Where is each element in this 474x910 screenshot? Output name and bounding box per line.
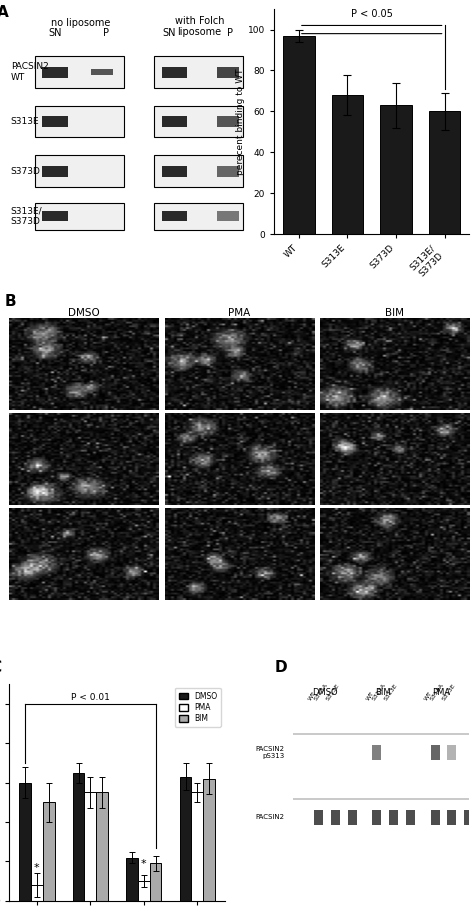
FancyBboxPatch shape (35, 156, 124, 187)
Bar (191, 793, 203, 901)
Text: D: D (274, 660, 287, 675)
Text: *: * (34, 864, 40, 874)
FancyBboxPatch shape (430, 810, 439, 825)
Bar (84, 793, 96, 901)
Text: P < 0.05: P < 0.05 (351, 9, 392, 19)
Text: S313E: S313E (383, 682, 399, 702)
FancyBboxPatch shape (162, 166, 187, 177)
Text: S313E/
S373D: S313E/ S373D (11, 207, 42, 226)
FancyBboxPatch shape (162, 66, 187, 77)
Text: WT: WT (366, 691, 375, 702)
Text: SN: SN (163, 28, 176, 38)
FancyBboxPatch shape (154, 156, 243, 187)
FancyBboxPatch shape (43, 211, 68, 221)
Bar (150, 864, 162, 901)
Text: S313E: S313E (442, 682, 457, 702)
FancyBboxPatch shape (43, 116, 68, 127)
FancyBboxPatch shape (43, 66, 68, 77)
Text: S373D: S373D (11, 167, 41, 176)
FancyBboxPatch shape (35, 56, 124, 88)
Text: PACSIN2
WT: PACSIN2 WT (11, 63, 48, 82)
Bar (126, 857, 138, 901)
Legend: DMSO, PMA, BIM: DMSO, PMA, BIM (175, 688, 221, 727)
Bar (73, 773, 84, 901)
FancyBboxPatch shape (35, 106, 124, 137)
Text: with Folch
liposome: with Folch liposome (175, 15, 224, 37)
FancyBboxPatch shape (162, 211, 187, 221)
Text: *: * (141, 859, 146, 869)
FancyBboxPatch shape (447, 810, 456, 825)
FancyBboxPatch shape (464, 810, 473, 825)
FancyBboxPatch shape (389, 810, 398, 825)
Bar (429, 111, 460, 234)
Text: S313E: S313E (325, 682, 341, 702)
FancyBboxPatch shape (406, 810, 415, 825)
FancyBboxPatch shape (218, 166, 239, 177)
Bar (203, 779, 215, 901)
Text: PMA: PMA (432, 688, 450, 697)
Text: SN: SN (48, 28, 62, 38)
Bar (138, 881, 150, 901)
Title: PMA: PMA (228, 308, 250, 318)
Bar (180, 776, 191, 901)
Text: P: P (103, 28, 109, 38)
Y-axis label: perecent binding to WT: perecent binding to WT (236, 68, 245, 175)
Text: P: P (227, 28, 233, 38)
Text: PACSIN2: PACSIN2 (255, 814, 284, 821)
Text: S313A: S313A (372, 682, 387, 702)
Text: WT: WT (424, 691, 434, 702)
FancyBboxPatch shape (373, 744, 382, 760)
Text: P < 0.01: P < 0.01 (71, 693, 110, 702)
Text: B: B (5, 294, 17, 309)
Title: BIM: BIM (385, 308, 404, 318)
FancyBboxPatch shape (218, 116, 239, 127)
Bar (43, 803, 55, 901)
Text: S313A: S313A (313, 682, 329, 702)
Text: WT: WT (308, 691, 318, 702)
FancyBboxPatch shape (154, 203, 243, 229)
FancyBboxPatch shape (162, 116, 187, 127)
Bar (283, 35, 315, 234)
Text: PACSIN2
pS313: PACSIN2 pS313 (255, 746, 284, 759)
Text: S313E: S313E (11, 117, 39, 126)
Bar (19, 783, 31, 901)
FancyBboxPatch shape (35, 203, 124, 229)
Text: DMSO: DMSO (312, 688, 337, 697)
Bar (31, 885, 43, 901)
Text: A: A (0, 5, 9, 20)
FancyBboxPatch shape (430, 744, 439, 760)
FancyBboxPatch shape (314, 810, 323, 825)
Text: C: C (0, 660, 1, 675)
FancyBboxPatch shape (447, 744, 456, 760)
FancyBboxPatch shape (218, 66, 239, 77)
Text: S313A: S313A (430, 682, 445, 702)
Title: DMSO: DMSO (68, 308, 100, 318)
Bar (96, 793, 108, 901)
Text: no liposome: no liposome (51, 18, 110, 28)
FancyBboxPatch shape (43, 166, 68, 177)
FancyBboxPatch shape (218, 211, 239, 221)
FancyBboxPatch shape (91, 69, 113, 76)
Bar (332, 95, 363, 234)
FancyBboxPatch shape (348, 810, 357, 825)
FancyBboxPatch shape (154, 106, 243, 137)
Bar (380, 106, 412, 234)
FancyBboxPatch shape (373, 810, 382, 825)
FancyBboxPatch shape (331, 810, 340, 825)
FancyBboxPatch shape (154, 56, 243, 88)
Text: BIM: BIM (375, 688, 391, 697)
